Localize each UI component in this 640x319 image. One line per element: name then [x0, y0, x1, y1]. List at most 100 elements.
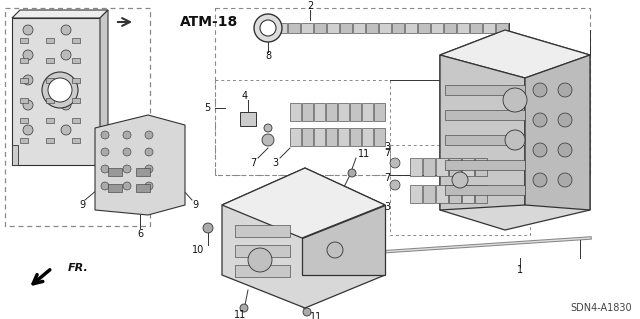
Circle shape — [533, 83, 547, 97]
Text: 7: 7 — [250, 158, 256, 168]
Bar — [423, 185, 435, 203]
Polygon shape — [95, 145, 108, 165]
Polygon shape — [440, 30, 590, 78]
Bar — [302, 103, 313, 121]
Bar — [350, 128, 361, 146]
Bar — [462, 158, 474, 176]
Circle shape — [327, 242, 343, 258]
Circle shape — [101, 148, 109, 156]
Bar — [340, 23, 352, 33]
Bar — [72, 38, 80, 43]
Bar — [46, 98, 54, 103]
Circle shape — [503, 88, 527, 112]
Bar — [410, 185, 422, 203]
Polygon shape — [12, 10, 108, 18]
Bar — [449, 185, 461, 203]
Bar — [72, 118, 80, 123]
Circle shape — [23, 75, 33, 85]
Circle shape — [145, 131, 153, 139]
Text: 4: 4 — [242, 91, 248, 101]
Bar — [46, 78, 54, 83]
Bar — [418, 23, 430, 33]
Circle shape — [61, 75, 71, 85]
Text: FR.: FR. — [68, 263, 89, 273]
Circle shape — [23, 125, 33, 135]
Circle shape — [558, 173, 572, 187]
Polygon shape — [222, 168, 385, 238]
Bar — [327, 23, 339, 33]
Bar — [314, 23, 326, 33]
Polygon shape — [12, 145, 18, 165]
Circle shape — [203, 223, 213, 233]
Circle shape — [558, 143, 572, 157]
Bar — [240, 112, 256, 126]
Circle shape — [23, 50, 33, 60]
Bar — [445, 160, 525, 170]
Text: 7: 7 — [384, 173, 390, 183]
Circle shape — [264, 124, 272, 132]
Polygon shape — [440, 30, 590, 230]
Bar — [46, 118, 54, 123]
Polygon shape — [12, 18, 100, 165]
Bar — [379, 23, 391, 33]
Circle shape — [254, 14, 282, 42]
Bar — [290, 103, 301, 121]
Bar — [72, 98, 80, 103]
Circle shape — [533, 173, 547, 187]
Polygon shape — [222, 168, 385, 308]
Bar — [326, 103, 337, 121]
Polygon shape — [525, 55, 590, 210]
Bar — [392, 23, 404, 33]
Bar — [423, 158, 435, 176]
Bar — [374, 103, 385, 121]
Circle shape — [123, 165, 131, 173]
Circle shape — [145, 165, 153, 173]
Bar — [46, 58, 54, 63]
Bar — [72, 78, 80, 83]
Bar — [436, 158, 448, 176]
Text: 2: 2 — [307, 1, 313, 11]
Bar — [46, 138, 54, 143]
Text: 3: 3 — [384, 202, 390, 212]
Bar — [20, 98, 28, 103]
Text: 9: 9 — [192, 200, 198, 210]
Text: 9: 9 — [79, 200, 85, 210]
Text: 10: 10 — [192, 245, 204, 255]
Bar — [275, 23, 287, 33]
Bar — [235, 245, 290, 257]
Bar — [445, 85, 525, 95]
Bar — [350, 103, 361, 121]
Circle shape — [23, 25, 33, 35]
Bar — [46, 38, 54, 43]
Circle shape — [101, 182, 109, 190]
Text: 3: 3 — [272, 158, 278, 168]
Text: 8: 8 — [265, 51, 271, 61]
Bar — [338, 128, 349, 146]
Bar — [20, 58, 28, 63]
Text: 11: 11 — [234, 310, 246, 319]
Bar — [374, 128, 385, 146]
Bar — [338, 103, 349, 121]
Bar — [362, 128, 373, 146]
Text: 6: 6 — [137, 229, 143, 239]
Circle shape — [240, 304, 248, 312]
Circle shape — [61, 125, 71, 135]
Bar — [136, 184, 150, 192]
Bar — [301, 23, 313, 33]
Bar — [20, 38, 28, 43]
Circle shape — [123, 182, 131, 190]
Circle shape — [23, 100, 33, 110]
Bar — [20, 138, 28, 143]
Circle shape — [505, 130, 525, 150]
Circle shape — [101, 165, 109, 173]
Circle shape — [390, 158, 400, 168]
Text: 3: 3 — [384, 142, 390, 152]
Bar — [457, 23, 469, 33]
Bar — [470, 23, 482, 33]
Circle shape — [48, 78, 72, 102]
Text: 1: 1 — [517, 265, 523, 275]
Bar — [314, 103, 325, 121]
Circle shape — [348, 169, 356, 177]
Text: ATM-18: ATM-18 — [180, 15, 238, 29]
Bar — [326, 128, 337, 146]
